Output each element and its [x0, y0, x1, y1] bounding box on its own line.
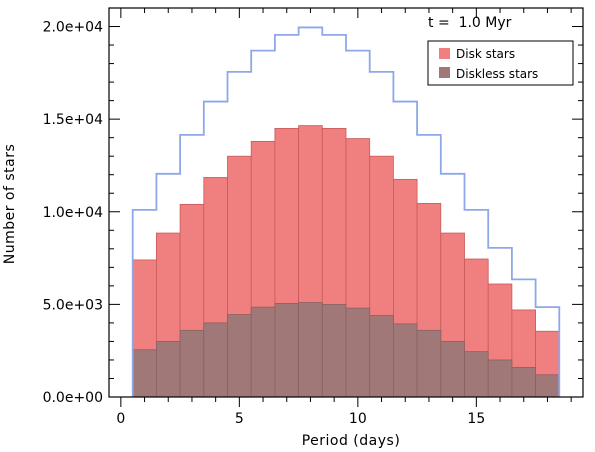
x-tick-label: 0	[116, 411, 125, 427]
bars-layer	[132, 125, 560, 398]
diskless-bar-5	[250, 306, 276, 398]
diskless-bar-2	[179, 329, 205, 398]
diskless-bar-6	[274, 303, 299, 398]
x-tick-label: 15	[467, 411, 485, 427]
diskless-bar-3	[203, 322, 228, 398]
diskless-bar-16	[511, 366, 536, 398]
diskless-bar-7	[298, 302, 323, 398]
legend-box	[427, 40, 574, 86]
diskless-bar-11	[392, 323, 418, 398]
y-tick-label: 2.0e+04	[43, 20, 104, 36]
legend-label-disk: Disk stars	[456, 47, 515, 61]
legend-label-diskless: Diskless stars	[456, 67, 538, 81]
diskless-bar-15	[487, 359, 513, 398]
diskless-bar-12	[416, 329, 442, 398]
total-stars-step-line	[131, 26, 561, 397]
legend-swatch-disk	[439, 48, 450, 59]
diskless-bar-13	[440, 341, 465, 398]
legend: Disk stars Diskless stars	[427, 40, 574, 86]
diskless-bar-17	[535, 374, 560, 398]
diskless-bar-4	[227, 314, 252, 398]
y-tick-label: 5.0e+03	[43, 297, 103, 313]
step-layer	[131, 26, 561, 397]
diskless-bar-1	[155, 341, 181, 398]
diskless-bar-9	[345, 307, 371, 398]
x-tick-label: 10	[349, 411, 367, 427]
y-tick-label: 1.0e+04	[43, 205, 104, 221]
y-tick-label: 0.0e+00	[43, 390, 103, 406]
diskless-bar-0	[132, 349, 157, 398]
y-tick-label: 1.5e+04	[43, 112, 104, 128]
plot-frame	[108, 7, 584, 398]
axis-layer: 0.0e+00 5.0e+03 1.0e+04 1.5e+04 2.0e+04 0 5 10 1…	[43, 8, 583, 427]
diskless-bar-8	[321, 303, 347, 398]
diskless-bar-10	[369, 315, 394, 398]
time-annotation: t = 1.0 Myr	[428, 15, 512, 31]
y-axis-label: Number of stars	[2, 144, 18, 265]
x-axis-label: Period (days)	[302, 433, 401, 449]
legend-swatch-diskless	[439, 67, 450, 78]
x-tick-label: 5	[235, 411, 244, 427]
diskless-bar-14	[464, 351, 489, 398]
